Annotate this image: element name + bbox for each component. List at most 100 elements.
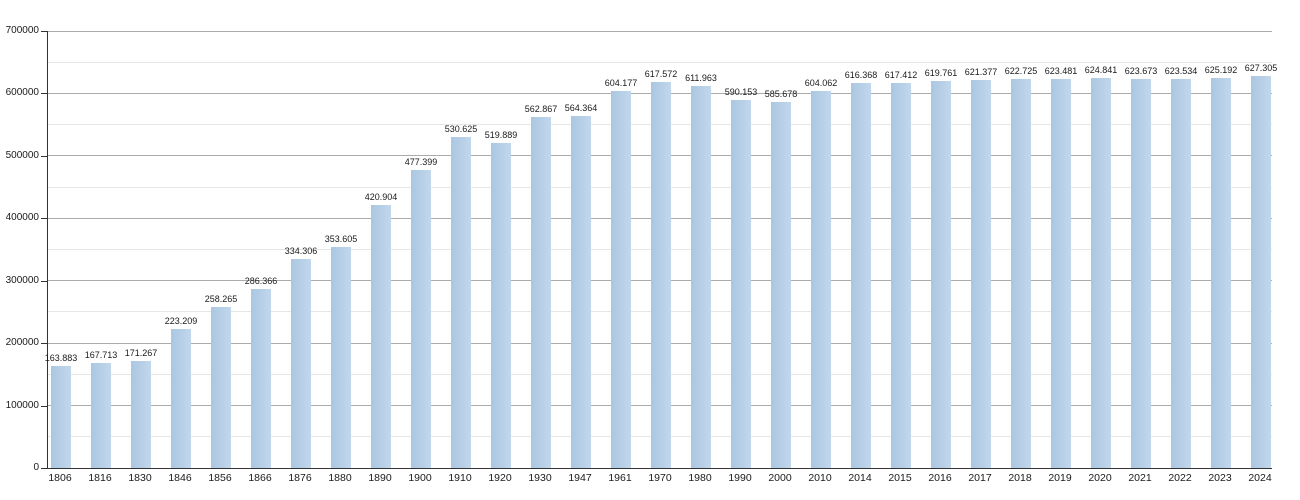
bar-value-label: 585.678: [764, 89, 798, 100]
bar: [731, 99, 751, 468]
bar-value-label: 223.209: [164, 315, 198, 326]
y-axis-tick: [41, 155, 47, 157]
x-axis-tick-label: 1806: [48, 472, 72, 484]
bar: [211, 306, 231, 468]
x-axis-tick-label: 2022: [1168, 472, 1192, 484]
bar-value-label: 627.305: [1244, 63, 1278, 74]
x-axis-tick-label: 1980: [688, 472, 712, 484]
bar-value-label: 623.534: [1164, 65, 1198, 76]
x-axis-tick-label: 1856: [208, 472, 232, 484]
bar-value-label: 258.265: [204, 293, 238, 304]
x-axis-tick-label: 1866: [248, 472, 272, 484]
bar-value-label: 621.377: [964, 67, 998, 78]
x-axis-tick-label: 2000: [768, 472, 792, 484]
bar: [1011, 79, 1031, 468]
x-axis-tick-label: 1990: [728, 472, 752, 484]
x-axis-tick-label: 2020: [1088, 472, 1112, 484]
x-axis-tick-label: 2024: [1248, 472, 1272, 484]
bar-value-label: 590.153: [724, 86, 758, 97]
y-axis-tick-label: 200000: [5, 337, 39, 349]
x-axis-tick-label: 1910: [448, 472, 472, 484]
bar: [811, 90, 831, 468]
x-axis-tick-label: 2019: [1048, 472, 1072, 484]
x-axis-tick-label: 2017: [968, 472, 992, 484]
y-axis-tick: [41, 93, 47, 95]
x-axis-tick-label: 1970: [648, 472, 672, 484]
bar: [51, 365, 71, 468]
x-axis-tick-label: 2018: [1008, 472, 1032, 484]
x-axis-tick-label: 1961: [608, 472, 632, 484]
plot-area: 163.883 167.713 171.267 223.209 258.265 286.3…: [44, 30, 1277, 469]
bar: [571, 115, 591, 468]
y-axis-tick: [41, 280, 47, 282]
bar: [891, 82, 911, 468]
bar: [91, 363, 111, 468]
y-axis-tick: [41, 31, 47, 32]
bar: [291, 259, 311, 468]
bar: [771, 102, 791, 468]
bar-value-label: 604.062: [804, 77, 838, 88]
bar: [691, 85, 711, 468]
bar: [251, 289, 271, 468]
bar: [1251, 76, 1271, 468]
x-axis-tick-label: 2023: [1208, 472, 1232, 484]
bar-value-label: 530.625: [444, 123, 478, 134]
x-axis-tick-label: 1890: [368, 472, 392, 484]
y-axis-tick-label: 700000: [5, 25, 39, 36]
bar: [1051, 78, 1071, 468]
x-axis-tick-label: 1930: [528, 472, 552, 484]
bar-value-label: 519.889: [484, 130, 518, 141]
bar: [171, 328, 191, 468]
bar-value-label: 564.364: [564, 102, 598, 113]
bar: [331, 247, 351, 468]
bar: [411, 169, 431, 468]
bar: [651, 82, 671, 468]
bar-value-label: 163.883: [44, 352, 78, 363]
y-axis-tick-label: 400000: [5, 212, 39, 224]
bar: [851, 83, 871, 468]
bar-value-label: 562.867: [524, 103, 558, 114]
x-axis-tick-label: 1876: [288, 472, 312, 484]
bar-value-label: 617.412: [884, 69, 918, 80]
bar-value-label: 619.761: [924, 68, 958, 79]
bar-value-label: 353.605: [324, 234, 358, 245]
x-axis-tick-label: 1947: [568, 472, 592, 484]
bar: [491, 143, 511, 468]
x-axis-tick-label: 1920: [488, 472, 512, 484]
bar: [611, 90, 631, 468]
bar-value-label: 625.192: [1204, 64, 1238, 75]
bar-value-label: 604.177: [604, 77, 638, 88]
bar-value-label: 623.481: [1044, 65, 1078, 76]
bar: [1211, 77, 1231, 468]
bar: [1171, 78, 1191, 468]
bar: [971, 80, 991, 468]
y-axis-tick-label: 600000: [5, 87, 39, 99]
bar-value-label: 617.572: [644, 69, 678, 80]
x-axis-tick-label: 2016: [928, 472, 952, 484]
x-axis-tick-label: 1816: [88, 472, 112, 484]
y-axis-tick-label: 0: [33, 462, 39, 473]
bar: [451, 136, 471, 468]
gridline-minor: [48, 61, 1272, 63]
bar-value-label: 171.267: [124, 348, 158, 359]
y-axis-tick-label: 100000: [5, 399, 39, 411]
x-axis-tick-label: 1880: [328, 472, 352, 484]
bar-value-label: 477.399: [404, 156, 438, 167]
x-axis-tick-label: 2010: [808, 472, 832, 484]
bar-value-label: 167.713: [84, 350, 118, 361]
y-axis-tick: [41, 343, 47, 345]
x-axis-tick-label: 1900: [408, 472, 432, 484]
bar-value-label: 420.904: [364, 192, 398, 203]
bar-value-label: 623.673: [1124, 65, 1158, 76]
bar-value-label: 286.366: [244, 276, 278, 287]
bar-value-label: 616.368: [844, 70, 878, 81]
x-axis-tick-label: 2015: [888, 472, 912, 484]
bar-value-label: 334.306: [284, 246, 318, 257]
bar-value-label: 611.963: [685, 72, 717, 83]
y-axis-tick: [41, 218, 47, 220]
y-axis-tick-label: 300000: [5, 274, 39, 286]
bar: [1091, 77, 1111, 468]
x-axis-tick-label: 2021: [1128, 472, 1152, 484]
bar-value-label: 622.725: [1004, 66, 1038, 77]
